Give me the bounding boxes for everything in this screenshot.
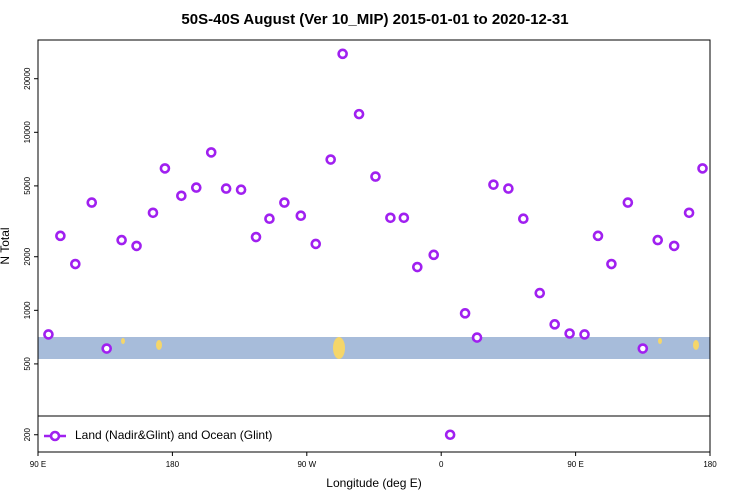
plot-frame [37,39,711,453]
x-tick-label: 180 [703,460,717,469]
y-tick-label: 20000 [23,67,32,90]
point [622,197,634,208]
x-tick-label: 90 E [567,460,583,469]
x-tick-label: 180 [166,460,180,469]
point [43,329,54,340]
point [606,258,617,270]
point [337,48,348,60]
x-tick-label: 90 W [297,460,316,469]
y-tick-label: 10000 [23,121,32,144]
point [471,332,483,343]
point [488,179,499,190]
point [683,207,695,219]
point [412,261,423,273]
point [116,234,127,246]
y-tick-label: 2000 [23,247,32,265]
point [235,184,247,195]
point [250,231,262,243]
point [579,329,590,340]
point [637,343,649,354]
y-tick-label: 5000 [23,176,32,194]
point [459,308,471,319]
y-axis-label: N Total [0,227,12,264]
point [310,238,322,250]
point [190,182,202,193]
point [534,287,546,299]
point [592,230,604,242]
point [295,210,307,222]
point [697,163,708,174]
y-tick-label: 500 [23,357,32,371]
point [176,190,187,202]
point [518,213,529,225]
point [325,154,336,165]
point [86,197,98,208]
point [370,171,381,182]
y-tick-label: 200 [23,428,32,442]
point [398,212,410,224]
point [668,240,680,252]
legend-marker [49,430,61,442]
point [549,319,560,330]
point [159,163,171,174]
point [503,183,514,194]
point [444,429,456,441]
point [428,249,440,261]
x-axis-label: Longitude (deg E) [326,476,421,490]
point [353,108,365,120]
legend-label: Land (Nadir&Glint) and Ocean (Glint) [75,428,272,442]
point [205,147,217,158]
x-tick-label: 90 E [30,460,46,469]
y-tick-label: 1000 [23,301,32,319]
point [385,212,396,224]
point [220,183,232,194]
point [264,213,275,225]
chart-title: 50S-40S August (Ver 10_MIP) 2015-01-01 t… [181,11,568,28]
point [55,230,66,242]
point [279,197,290,208]
point [101,343,112,354]
point [652,234,664,246]
coverage-band [38,337,710,359]
x-tick-label: 0 [439,460,444,469]
point [147,207,159,219]
point [564,328,575,339]
point [131,240,142,252]
point [70,258,81,270]
